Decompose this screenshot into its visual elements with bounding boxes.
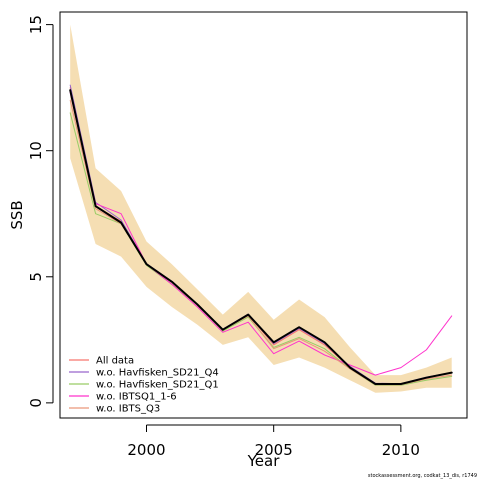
plot-frame xyxy=(59,11,468,419)
legend-label: All data xyxy=(96,356,134,367)
series-layer xyxy=(69,84,453,386)
x-tick-label: 2010 xyxy=(382,441,420,459)
legend-label: w.o. IBTS_Q3 xyxy=(96,404,160,415)
y-tick-label: 5 xyxy=(27,272,45,282)
series-line-w-o-ibtsq1-1-6 xyxy=(69,92,453,376)
legend-label: w.o. Havfisken_SD21_Q4 xyxy=(96,368,219,379)
y-tick-label: 0 xyxy=(27,398,45,408)
y-axis: 0 5 10 15 xyxy=(27,15,54,408)
x-axis-title: Year xyxy=(247,452,281,470)
footnote: stockassessment.org, codkat_13_dis, r174… xyxy=(368,473,477,479)
x-tick-label: 2005 xyxy=(255,441,293,459)
x-axis: 2000 2005 2010 xyxy=(127,424,420,459)
y-tick-label: 15 xyxy=(27,15,45,34)
series-line-estimate xyxy=(69,89,453,385)
y-tick-label: 10 xyxy=(27,141,45,160)
x-tick-label: 2000 xyxy=(127,441,165,459)
confidence-band xyxy=(70,24,452,393)
confidence-band-layer xyxy=(70,24,452,393)
y-axis-title: SSB xyxy=(8,200,26,229)
legend-label: w.o. IBTSQ1_1-6 xyxy=(96,392,177,403)
legend-label: w.o. Havfisken_SD21_Q1 xyxy=(96,380,219,391)
